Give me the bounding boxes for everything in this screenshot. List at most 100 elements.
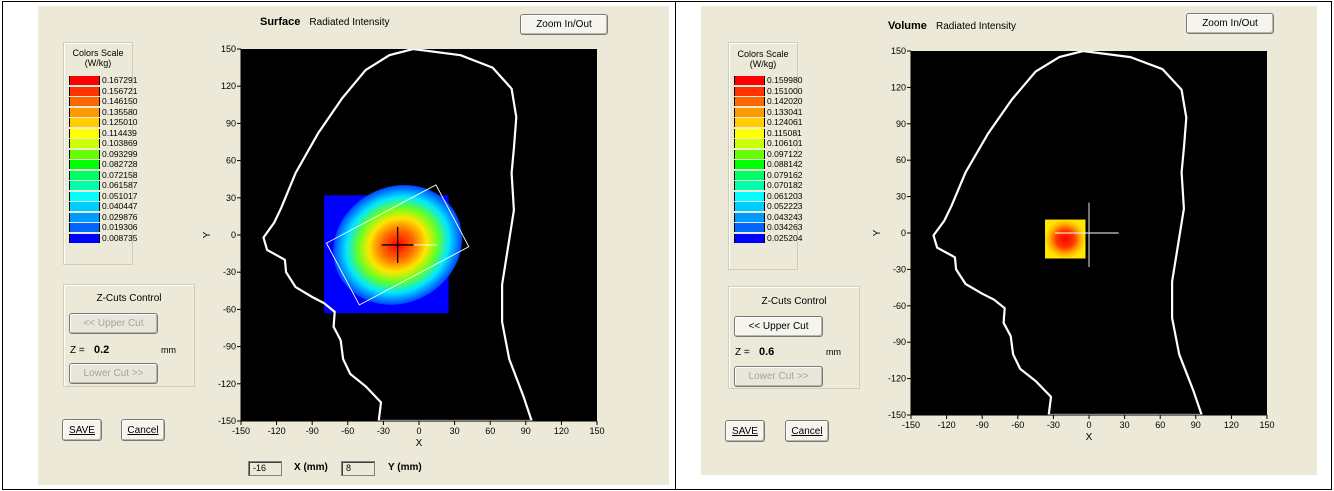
color-swatch: [734, 212, 765, 222]
x-tick-label: 90: [1191, 420, 1201, 430]
x-tick-label: 150: [1259, 420, 1274, 430]
color-swatch: [734, 160, 765, 169]
x-tick-label: 120: [554, 426, 569, 436]
color-scale-value: 0.008735: [102, 232, 138, 243]
y-tick-label: -90: [893, 337, 906, 347]
subtitle-label: Radiated Intensity: [935, 21, 1017, 32]
z-unit-label: mm: [826, 347, 841, 357]
y-tick-label: 30: [896, 192, 906, 202]
y-tick-label: 0: [231, 230, 236, 240]
color-swatch: [69, 76, 100, 85]
y-tick-label: 60: [226, 156, 236, 166]
zoom-button[interactable]: Zoom In/Out: [1186, 13, 1274, 34]
zoom-button[interactable]: Zoom In/Out: [520, 14, 608, 35]
save-button[interactable]: SAVE: [62, 419, 102, 441]
y-tick-label: 120: [221, 81, 236, 91]
y-tick-label: -150: [218, 416, 236, 426]
color-scale-title: Colors Scale: [72, 48, 124, 58]
color-swatch: [69, 128, 100, 138]
color-swatch: [69, 107, 100, 117]
color-scale-value: 0.097122: [767, 148, 803, 159]
x-tick-label: -150: [902, 420, 920, 430]
color-scale-value: 0.114439: [102, 127, 137, 138]
mode-label: Surface: [260, 16, 301, 28]
z-value: 0.2: [94, 344, 110, 356]
color-scale-value: 0.115081: [767, 127, 802, 138]
y-tick-label: -120: [888, 374, 906, 384]
y-tick-label: -60: [893, 301, 906, 311]
color-scale: Colors Scale (W/kg) 0.159980 0.151000 0.14…: [728, 42, 802, 270]
color-scale-value: 0.034263: [767, 222, 803, 232]
lower-cut-button[interactable]: Lower Cut >>: [69, 363, 158, 384]
head-outline: [262, 49, 533, 421]
y-tick-label: 60: [896, 155, 906, 165]
z-value: 0.6: [759, 346, 775, 358]
color-swatch: [69, 118, 100, 127]
zcuts-control: Z-Cuts Control << Upper Cut Z = 0.6 mm L…: [728, 286, 860, 389]
color-swatch: [734, 149, 765, 159]
x-readout-field[interactable]: -16: [248, 461, 282, 476]
y-axis-label: Y: [202, 231, 213, 238]
cancel-button[interactable]: Cancel: [785, 420, 829, 442]
y-readout-label: Y (mm): [388, 462, 422, 473]
x-tick-label: 120: [1224, 420, 1239, 430]
x-tick-label: -60: [341, 426, 354, 436]
color-swatch: [69, 149, 100, 159]
color-swatch: [734, 233, 765, 243]
color-scale-value: 0.082728: [102, 159, 138, 169]
y-tick-label: 120: [891, 82, 906, 92]
sar-hotspot: [1045, 219, 1086, 259]
x-tick-label: -90: [306, 426, 319, 436]
x-tick-label: 30: [1120, 420, 1130, 430]
y-axis-label: Y: [872, 229, 883, 236]
x-tick-label: -120: [938, 420, 956, 430]
zcuts-title: Z-Cuts Control: [761, 296, 827, 307]
color-scale-value: 0.167291: [102, 75, 138, 85]
color-swatch: [69, 97, 100, 106]
color-scale-value: 0.040447: [102, 201, 138, 211]
color-swatch: [69, 212, 100, 222]
lower-cut-button[interactable]: Lower Cut >>: [734, 366, 823, 387]
x-tick-label: 90: [521, 426, 531, 436]
y-tick-label: -120: [218, 379, 236, 389]
surface-panel: Surface Radiated Intensity Zoom In/Out C…: [38, 6, 669, 485]
y-readout-field[interactable]: 8: [341, 461, 375, 476]
color-scale-swatches: 0.159980 0.151000 0.142020 0.133041 0.124061…: [729, 43, 802, 269]
save-button[interactable]: SAVE: [725, 420, 765, 442]
y-tick-label: 90: [896, 119, 906, 129]
z-prefix-label: Z =: [735, 347, 750, 358]
color-scale-value: 0.135580: [102, 106, 138, 117]
color-scale-value: 0.070182: [767, 180, 803, 190]
color-swatch: [69, 139, 100, 148]
x-tick-label: 0: [416, 426, 421, 436]
color-scale-value: 0.088142: [767, 159, 803, 169]
color-scale-value: 0.051017: [102, 190, 138, 201]
plot-area: -150 -120 -90 -60 -30 0 30 60 90 120 150 150 120 90 60…: [872, 46, 1275, 443]
upper-cut-button[interactable]: << Upper Cut: [734, 316, 823, 337]
x-tick-label: -60: [1011, 420, 1024, 430]
color-swatch: [69, 191, 100, 201]
color-scale-value: 0.159980: [767, 75, 803, 85]
x-readout-label: X (mm): [294, 462, 328, 473]
color-swatch: [69, 86, 100, 96]
color-scale-value: 0.061587: [102, 180, 138, 190]
x-tick-label: -120: [268, 426, 286, 436]
device-outline: [325, 184, 470, 306]
x-tick-label: -30: [1047, 420, 1060, 430]
head-outline: [932, 51, 1203, 415]
color-swatch: [69, 181, 100, 190]
color-scale-title: Colors Scale: [737, 49, 789, 59]
color-scale-unit: (W/kg): [749, 59, 777, 69]
color-swatch: [69, 202, 100, 211]
color-scale-value: 0.061203: [767, 190, 803, 201]
color-scale-value: 0.019306: [102, 222, 138, 232]
upper-cut-button[interactable]: << Upper Cut: [69, 313, 158, 334]
cancel-button[interactable]: Cancel: [121, 419, 165, 441]
color-scale-value: 0.072158: [102, 169, 138, 180]
x-tick-label: -150: [232, 426, 250, 436]
color-scale-value: 0.093299: [102, 148, 138, 159]
color-swatch: [734, 118, 765, 127]
x-tick-label: -90: [976, 420, 989, 430]
color-scale-value: 0.043243: [767, 211, 803, 222]
color-swatch: [734, 191, 765, 201]
